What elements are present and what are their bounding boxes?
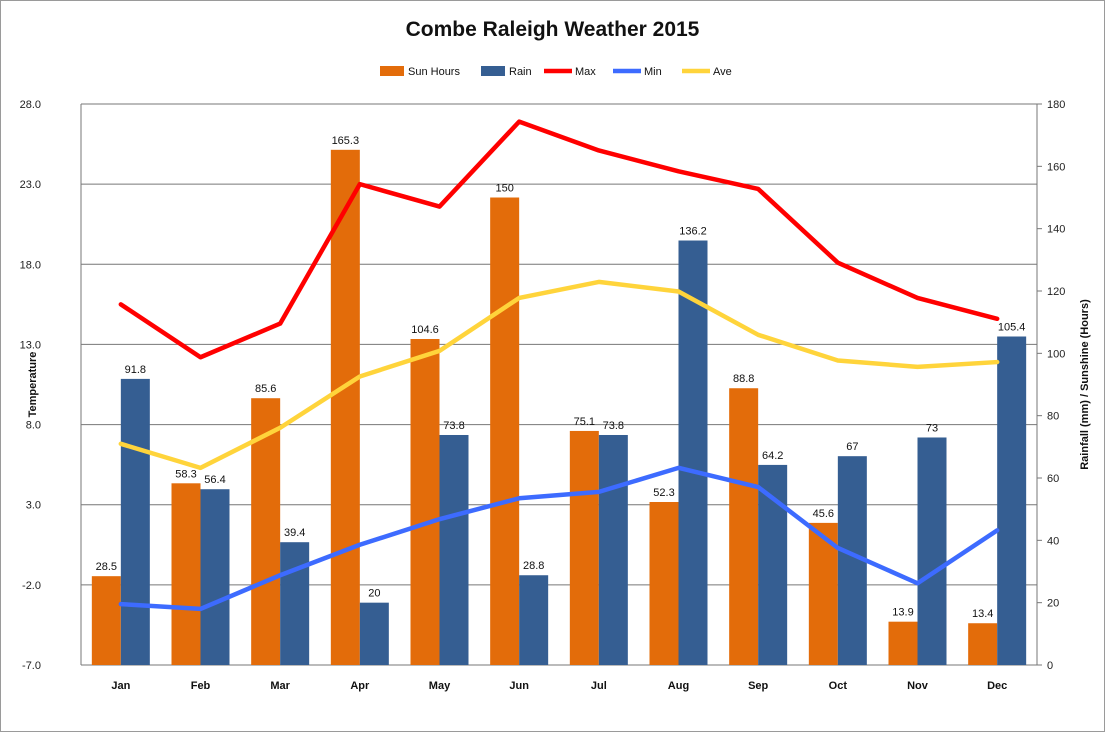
data-label-rain: 20 [368, 588, 380, 600]
data-label-sun-hours: 75.1 [574, 416, 595, 428]
left-tick-label: 23.0 [20, 179, 41, 191]
right-tick-label: 100 [1047, 348, 1065, 360]
data-label-rain: 91.8 [125, 364, 146, 376]
left-tick-label: 13.0 [20, 339, 41, 351]
category-label: Apr [350, 680, 370, 692]
category-label: Mar [270, 680, 290, 692]
data-label-sun-hours: 52.3 [653, 487, 674, 499]
chart-title: Combe Raleigh Weather 2015 [405, 18, 700, 41]
category-label: Jun [509, 680, 529, 692]
bar-sun-hours [171, 483, 201, 665]
category-label: Jul [591, 680, 607, 692]
right-tick-label: 140 [1047, 224, 1065, 236]
category-label: Dec [987, 680, 1007, 692]
bar-rain [200, 489, 230, 665]
data-label-sun-hours: 104.6 [411, 324, 439, 336]
data-label-rain: 73.8 [603, 420, 624, 432]
right-tick-label: 80 [1047, 411, 1059, 423]
bar-sun-hours [729, 388, 759, 665]
data-label-sun-hours: 45.6 [813, 508, 834, 520]
right-tick-label: 0 [1047, 660, 1053, 672]
bar-sun-hours [410, 338, 440, 665]
legend-label-max: Max [575, 66, 596, 78]
data-label-rain: 28.8 [523, 560, 544, 572]
right-tick-label: 20 [1047, 598, 1059, 610]
right-axis-title: Rainfall (mm) / Sunshine (Hours) [1079, 299, 1091, 470]
bar-sun-hours [649, 501, 679, 665]
bar-rain [280, 542, 310, 665]
bar-rain [917, 437, 947, 665]
line-min [118, 465, 1000, 612]
left-tick-label: -7.0 [22, 660, 41, 672]
right-tick-label: 120 [1047, 286, 1065, 298]
bar-rain [359, 602, 389, 665]
legend-label-min: Min [644, 66, 662, 78]
data-label-rain: 67 [846, 441, 858, 453]
bar-sun-hours [251, 398, 281, 665]
left-tick-label: -2.0 [22, 580, 41, 592]
data-label-sun-hours: 28.5 [96, 561, 117, 573]
category-label: Sep [748, 680, 768, 692]
bar-rain [439, 434, 469, 665]
data-label-rain: 64.2 [762, 450, 783, 462]
data-label-rain: 39.4 [284, 527, 305, 539]
left-tick-label: 3.0 [26, 500, 41, 512]
data-label-rain: 105.4 [998, 322, 1026, 334]
category-label: May [429, 680, 451, 692]
bar-rain [519, 575, 549, 665]
bar-rain [678, 240, 708, 665]
data-label-sun-hours: 58.3 [175, 468, 196, 480]
right-tick-label: 40 [1047, 535, 1059, 547]
data-label-sun-hours: 165.3 [332, 135, 360, 147]
category-label: Feb [191, 680, 211, 692]
data-label-rain: 73.8 [443, 420, 464, 432]
category-label: Nov [907, 680, 929, 692]
left-tick-label: 28.0 [20, 99, 41, 111]
bar-sun-hours [330, 149, 360, 665]
data-label-rain: 56.4 [204, 474, 225, 486]
data-label-sun-hours: 13.9 [892, 607, 913, 619]
data-label-sun-hours: 150 [495, 183, 513, 195]
category-label: Jan [111, 680, 130, 692]
data-label-rain: 136.2 [679, 226, 707, 238]
category-label: Oct [829, 680, 848, 692]
bar-rain [997, 336, 1027, 665]
bar-rain [758, 464, 788, 665]
data-label-sun-hours: 85.6 [255, 383, 276, 395]
bar-sun-hours [968, 623, 998, 665]
data-label-sun-hours: 13.4 [972, 608, 993, 620]
left-axis-title: Temperature [27, 352, 39, 418]
bar-rain [120, 378, 150, 665]
data-label-sun-hours: 88.8 [733, 373, 754, 385]
bar-sun-hours [888, 621, 918, 665]
right-tick-label: 160 [1047, 161, 1065, 173]
line-ave [118, 279, 1000, 471]
legend-label-rain: Rain [509, 66, 532, 78]
legend-swatch-sun-hours [380, 66, 404, 76]
legend-swatch-rain [481, 66, 505, 76]
line-max [118, 119, 1000, 360]
left-tick-label: 18.0 [20, 259, 41, 271]
data-label-rain: 73 [926, 422, 938, 434]
left-tick-label: 8.0 [26, 420, 41, 432]
bar-sun-hours [91, 576, 121, 665]
legend-label-ave: Ave [713, 66, 732, 78]
right-tick-label: 60 [1047, 473, 1059, 485]
bar-rain [598, 434, 628, 665]
legend-label-sun-hours: Sun Hours [408, 66, 460, 78]
bar-sun-hours [569, 430, 599, 665]
bar-sun-hours [490, 197, 520, 665]
category-label: Aug [668, 680, 689, 692]
right-tick-label: 180 [1047, 99, 1065, 111]
